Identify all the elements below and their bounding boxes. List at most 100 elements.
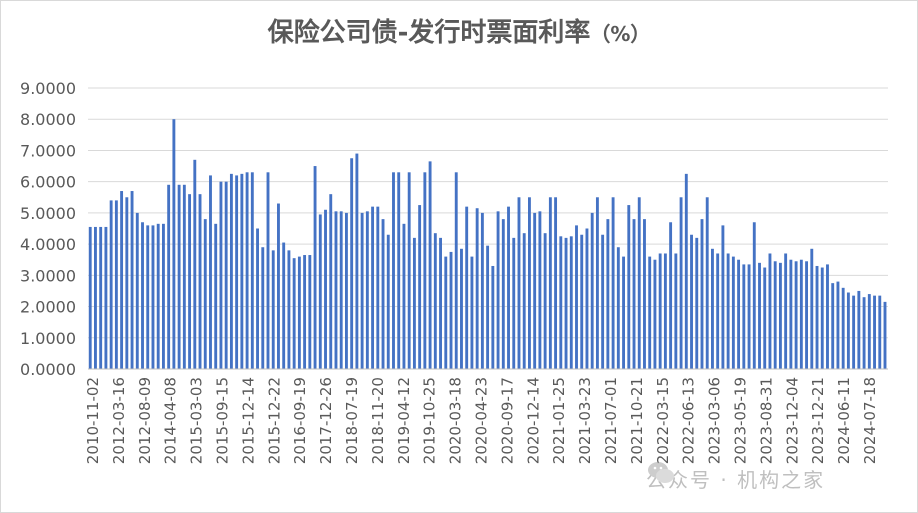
bar — [235, 175, 239, 369]
bar — [826, 264, 829, 369]
bar — [109, 200, 113, 369]
bar — [219, 181, 223, 369]
x-tick-label: 2019-10-25 — [421, 377, 439, 464]
bar — [695, 237, 699, 369]
x-tick-label: 2021-03-23 — [576, 377, 594, 464]
bar — [172, 119, 176, 369]
bar — [297, 256, 301, 369]
bar — [846, 292, 850, 369]
chart-title-text: 保险公司债-发行时票面利率 — [267, 18, 591, 48]
bar — [559, 236, 563, 369]
bar — [643, 219, 646, 369]
bar — [862, 297, 866, 369]
bar — [480, 212, 484, 369]
bar — [209, 175, 212, 369]
x-tick-label: 2024-06-11 — [835, 377, 853, 464]
x-tick-label: 2022-06-13 — [680, 377, 698, 464]
bar — [742, 264, 746, 369]
x-tick-label: 2023-03-06 — [706, 377, 724, 464]
bar — [663, 253, 667, 369]
x-tick-label: 2021-01-25 — [550, 377, 568, 464]
y-tick-label: 0.0000 — [20, 360, 76, 379]
bar — [470, 256, 474, 369]
bar — [324, 209, 327, 369]
bar — [841, 287, 845, 369]
bar — [501, 219, 505, 369]
bar — [690, 234, 693, 369]
bar — [428, 161, 432, 369]
x-tick-label: 2016-09-19 — [291, 377, 309, 464]
bar — [491, 265, 495, 369]
bar — [810, 248, 814, 369]
bar — [177, 184, 181, 369]
y-tick-label: 4.0000 — [20, 235, 76, 254]
x-tick-label: 2024-07-18 — [861, 377, 879, 464]
x-tick-label: 2020-09-17 — [498, 377, 516, 464]
bar — [141, 222, 144, 369]
bar — [543, 233, 547, 369]
bar — [564, 237, 568, 369]
bar — [716, 253, 720, 369]
bar — [371, 206, 375, 369]
bar — [407, 172, 411, 369]
bar — [752, 222, 756, 369]
bar — [88, 226, 92, 369]
bar — [214, 223, 218, 369]
bar — [433, 233, 437, 369]
bar — [569, 236, 573, 369]
bar — [161, 223, 165, 369]
bar — [533, 212, 537, 369]
x-tick-label: 2023-12-21 — [809, 377, 827, 464]
bar — [700, 219, 704, 369]
bar — [203, 219, 207, 369]
bar — [789, 259, 793, 369]
y-tick-label: 3.0000 — [20, 266, 76, 285]
bar — [125, 197, 129, 369]
y-tick-label: 8.0000 — [20, 110, 76, 129]
watermark: 公众号 · 机构之家 — [646, 458, 825, 498]
bar — [873, 295, 876, 369]
bar — [799, 259, 803, 369]
bar — [188, 194, 192, 369]
bar — [392, 172, 395, 369]
bar — [292, 258, 296, 369]
bar — [737, 259, 741, 369]
x-tick-label: 2021-07-01 — [602, 377, 620, 464]
x-tick-label: 2012-08-09 — [136, 377, 154, 464]
bar — [475, 208, 479, 369]
bar — [815, 265, 819, 369]
x-tick-label: 2015-12-14 — [239, 377, 257, 464]
bar — [538, 211, 542, 369]
x-tick-label: 2020-04-23 — [473, 377, 491, 464]
bar — [857, 290, 861, 369]
bar — [182, 184, 186, 369]
bar — [350, 158, 354, 369]
watermark-text: 公众号 · 机构之家 — [646, 467, 826, 492]
bar — [449, 251, 453, 369]
x-tick-label: 2015-12-22 — [265, 377, 283, 464]
y-tick-label: 5.0000 — [20, 204, 76, 223]
bar — [146, 225, 150, 369]
bar — [627, 205, 631, 369]
bar — [805, 261, 808, 369]
x-tick-label: 2010-11-02 — [84, 377, 102, 464]
bar — [831, 283, 835, 369]
x-tick-label: 2021-10-21 — [628, 377, 646, 464]
bar — [758, 262, 761, 369]
bar — [601, 234, 605, 369]
bar — [224, 181, 228, 369]
bar — [386, 234, 390, 369]
x-tick-label: 2015-09-15 — [214, 377, 232, 464]
bar — [773, 261, 777, 369]
bar — [135, 212, 139, 369]
bar — [522, 233, 526, 369]
bar — [878, 295, 882, 369]
bar — [454, 172, 458, 369]
bar — [517, 197, 521, 369]
x-tick-label: 2018-11-20 — [369, 377, 387, 464]
bar — [778, 262, 782, 369]
x-tick-label: 2015-03-03 — [188, 377, 206, 464]
bar — [606, 219, 610, 369]
x-tick-label: 2023-08-31 — [757, 377, 775, 464]
bar — [460, 248, 463, 369]
